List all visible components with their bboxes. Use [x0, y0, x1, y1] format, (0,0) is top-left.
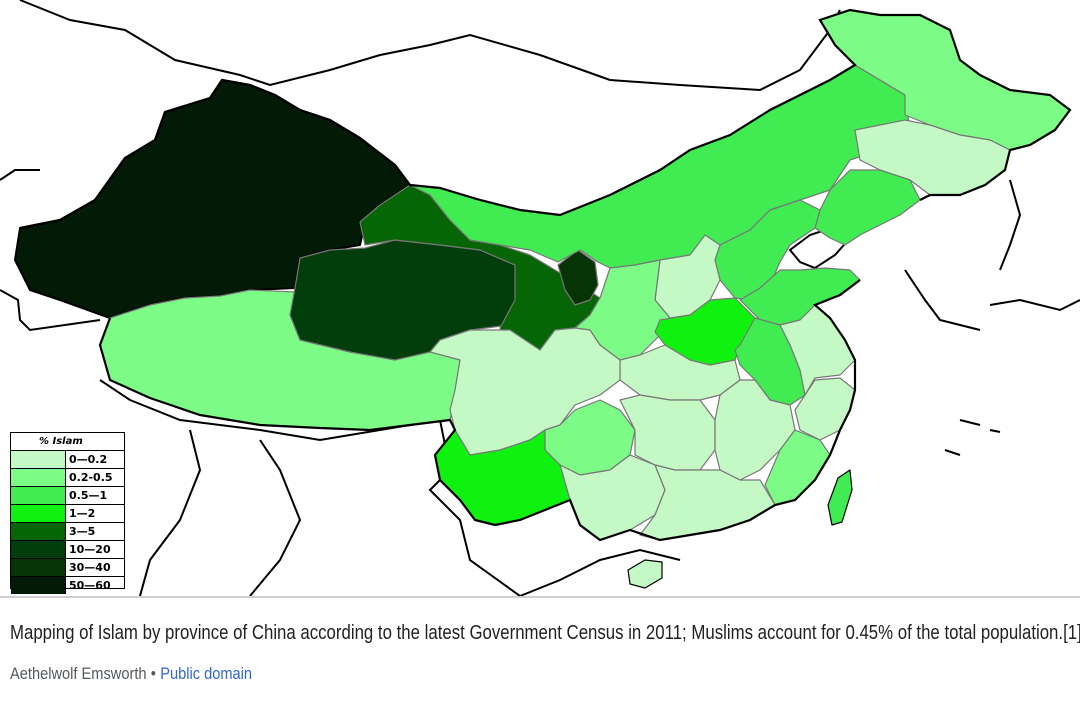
province-sichuan: [429, 327, 621, 456]
legend-item: 50—60: [11, 576, 124, 594]
legend-label: 0.2-0.5: [65, 469, 124, 486]
legend-label: 10—20: [65, 541, 124, 558]
province-hainan: [627, 559, 663, 589]
provinces: [14, 9, 1071, 589]
legend-item: 1—2: [11, 504, 124, 522]
international-borders: [0, 0, 1080, 596]
province-hunan: [619, 394, 716, 471]
province-taiwan: [827, 469, 853, 526]
china-outer-border: [19, 8, 1072, 542]
caption-area: Mapping of Islam by province of China ac…: [0, 596, 1080, 702]
map-area: [0, 0, 1080, 596]
credit-separator: •: [150, 664, 156, 683]
legend-swatch: [11, 487, 65, 504]
legend-swatch: [11, 451, 65, 468]
legend-title: % Islam: [39, 436, 83, 447]
legend-swatch: [11, 523, 65, 540]
legend-label: 1—2: [65, 505, 124, 522]
province-hebei: [714, 199, 821, 301]
legend-item: 0.5—1: [11, 486, 124, 504]
map-legend: % Islam 0—0.2 0.2-0.5 0.5—1 1—2 3—5 10—2…: [10, 432, 125, 594]
legend-label: 3—5: [65, 523, 124, 540]
province-ningxia: [557, 249, 599, 306]
legend-swatch: [11, 469, 65, 486]
license-link[interactable]: Public domain: [160, 664, 253, 683]
legend-swatch: [11, 505, 65, 522]
author-name: Aethelwolf Emsworth: [10, 664, 147, 683]
legend-swatch: [11, 577, 65, 594]
legend-swatch: [11, 541, 65, 558]
legend-label: 0—0.2: [65, 451, 124, 468]
china-islam-map: [0, 0, 1080, 596]
legend-label: 50—60: [65, 577, 124, 594]
legend-item: 0—0.2: [11, 450, 124, 468]
legend-item: 0.2-0.5: [11, 468, 124, 486]
legend-item: 10—20: [11, 540, 124, 558]
legend-item: 30—40: [11, 558, 124, 576]
province-guangdong: [639, 464, 776, 541]
legend-swatch: [11, 559, 65, 576]
legend-label: 30—40: [65, 559, 124, 576]
legend-item: 3—5: [11, 522, 124, 540]
image-credit: Aethelwolf Emsworth • Public domain: [10, 664, 252, 684]
image-caption: Mapping of Islam by province of China ac…: [10, 622, 1080, 644]
legend-label: 0.5—1: [65, 487, 124, 504]
